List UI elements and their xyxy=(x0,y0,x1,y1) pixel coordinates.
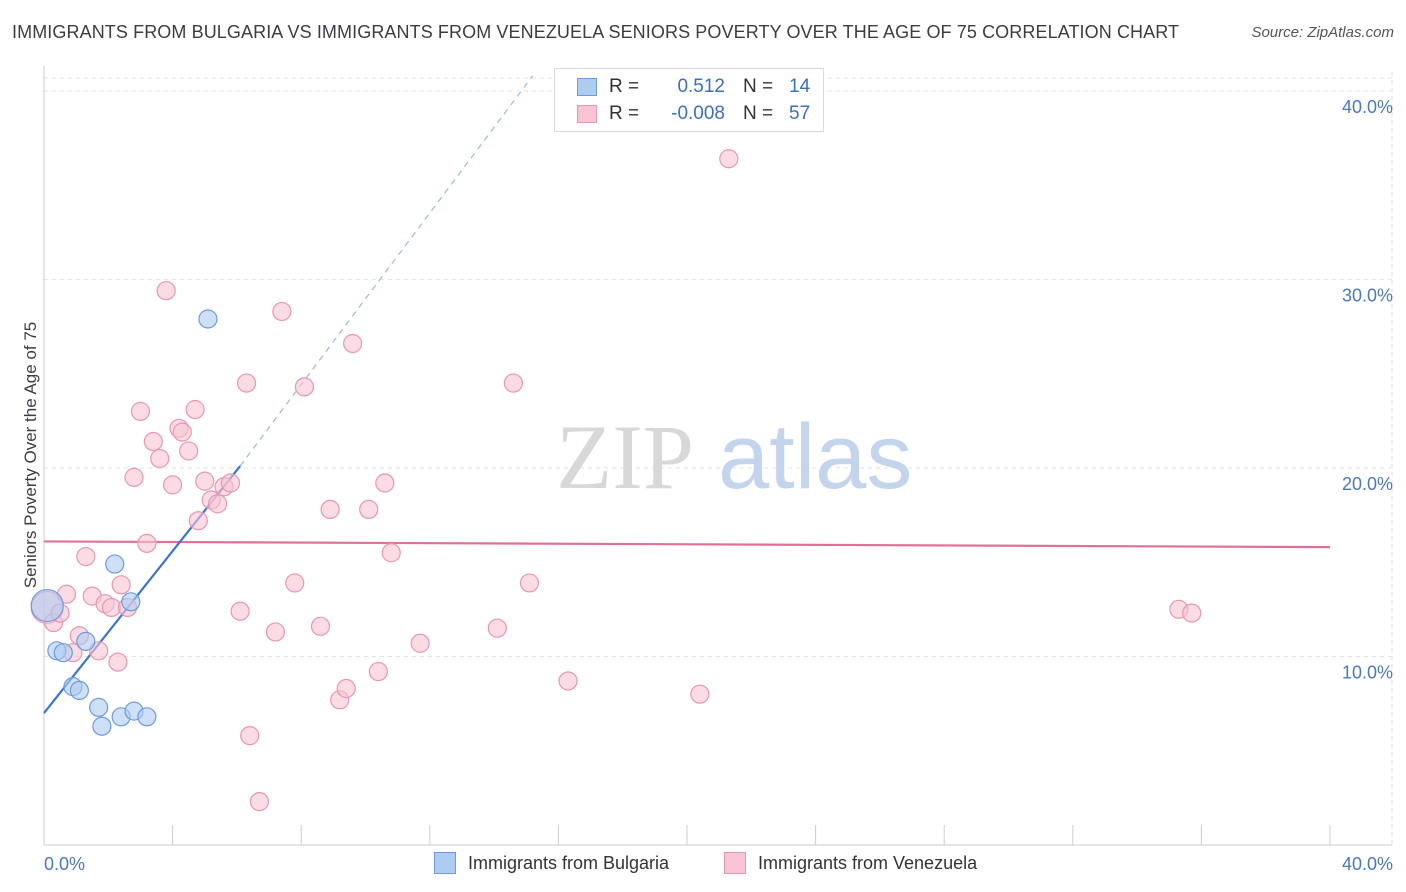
venezuela-point xyxy=(89,641,109,661)
watermark: ZIP atlas xyxy=(556,406,912,508)
venezuela-point xyxy=(1182,603,1202,623)
venezuela-point xyxy=(150,448,170,469)
bulgaria-point xyxy=(76,631,96,651)
venezuela-point xyxy=(320,499,340,520)
venezuela-point xyxy=(188,511,208,531)
venezuela-point xyxy=(368,661,388,682)
legend-row-bulgaria: R = 0.512 N = 14 xyxy=(577,74,810,100)
bulgaria-n-value: 14 xyxy=(789,76,811,97)
bulgaria-swatch xyxy=(577,78,597,96)
correlation-legend: R = 0.512 N = 14 R = -0.008 N = 57 xyxy=(554,68,824,132)
venezuela-point xyxy=(265,622,286,642)
venezuela-point xyxy=(294,377,315,397)
bulgaria-point xyxy=(53,643,73,663)
venezuela-r-value: -0.008 xyxy=(671,103,725,124)
venezuela-point xyxy=(410,633,430,653)
venezuela-point xyxy=(519,573,540,593)
venezuela-point xyxy=(156,281,176,301)
source-credit: Source: ZipAtlas.com xyxy=(1251,24,1394,41)
legend-item-bulgaria[interactable]: Immigrants from Bulgaria xyxy=(434,852,669,874)
bulgaria-r-value: 0.512 xyxy=(677,76,725,97)
venezuela-legend-label: Immigrants from Venezuela xyxy=(758,852,978,873)
bulgaria-point xyxy=(198,309,218,329)
bulgaria-n-label: N = xyxy=(743,76,774,97)
bulgaria-legend-swatch xyxy=(434,852,456,874)
y-tick-label: 30.0% xyxy=(1342,285,1393,305)
venezuela-point xyxy=(719,149,739,169)
venezuela-point xyxy=(76,546,96,567)
venezuela-point xyxy=(343,333,363,354)
venezuela-n-label: N = xyxy=(743,103,774,124)
bulgaria-point xyxy=(89,697,109,717)
bulgaria-point xyxy=(121,592,141,612)
venezuela-points xyxy=(30,149,1202,812)
bulgaria-point xyxy=(105,554,125,574)
venezuela-point xyxy=(137,533,157,553)
venezuela-r-label: R = xyxy=(609,103,640,124)
venezuela-point xyxy=(220,473,241,493)
venezuela-point xyxy=(285,573,305,593)
venezuela-point xyxy=(240,726,260,746)
venezuela-point xyxy=(503,373,523,393)
venezuela-n-value: 57 xyxy=(789,103,811,124)
tick-labels: 10.0% 20.0% 30.0% 40.0% 0.0% 40.0% xyxy=(44,97,1393,874)
venezuela-point xyxy=(272,301,292,322)
venezuela-point xyxy=(111,575,131,595)
grid-lines xyxy=(44,72,1393,845)
bulgaria-point xyxy=(69,680,89,701)
venezuela-point xyxy=(236,373,257,393)
y-tick-label: 10.0% xyxy=(1342,662,1393,682)
bulgaria-point xyxy=(137,707,157,727)
venezuela-point xyxy=(558,671,578,691)
bulgaria-points xyxy=(30,309,218,736)
x-tick-label: 0.0% xyxy=(44,854,85,874)
venezuela-point xyxy=(336,678,356,699)
venezuela-point xyxy=(179,441,199,461)
bulgaria-r-label: R = xyxy=(609,76,640,97)
y-axis-label: Seniors Poverty Over the Age of 75 xyxy=(21,322,40,588)
venezuela-point xyxy=(359,499,379,520)
bulgaria-point xyxy=(92,716,112,736)
venezuela-point xyxy=(230,601,250,621)
venezuela-point xyxy=(124,467,144,487)
watermark-zip: ZIP xyxy=(556,406,694,508)
bulgaria-legend-label: Immigrants from Bulgaria xyxy=(468,852,670,873)
venezuela-point xyxy=(690,684,710,704)
axes xyxy=(43,66,1392,846)
chart-title: IMMIGRANTS FROM BULGARIA VS IMMIGRANTS F… xyxy=(12,22,1180,42)
y-tick-label: 20.0% xyxy=(1342,474,1393,494)
venezuela-swatch xyxy=(577,105,597,123)
venezuela-point xyxy=(143,431,163,452)
venezuela-point xyxy=(310,616,331,636)
legend-item-venezuela[interactable]: Immigrants from Venezuela xyxy=(724,852,977,874)
venezuela-point xyxy=(163,475,183,495)
venezuela-point xyxy=(195,471,215,491)
venezuela-point xyxy=(130,401,151,421)
bulgaria-trend-extension xyxy=(239,75,534,467)
venezuela-point xyxy=(375,473,395,493)
legend-row-venezuela: R = -0.008 N = 57 xyxy=(577,101,810,127)
venezuela-point xyxy=(108,652,128,672)
y-tick-label: 40.0% xyxy=(1342,97,1393,117)
watermark-atlas: atlas xyxy=(718,406,912,508)
venezuela-point xyxy=(249,792,270,812)
series-legend: Immigrants from Bulgaria Immigrants from… xyxy=(0,852,1406,878)
venezuela-trend-line xyxy=(43,540,1331,549)
venezuela-point xyxy=(172,422,192,442)
venezuela-point xyxy=(487,618,507,638)
bulgaria-point xyxy=(30,588,64,623)
venezuela-point xyxy=(208,494,228,514)
x-tick-label: 40.0% xyxy=(1342,854,1393,874)
venezuela-point xyxy=(185,399,205,420)
venezuela-point xyxy=(101,597,122,618)
venezuela-point xyxy=(381,543,401,563)
venezuela-legend-swatch xyxy=(724,852,746,874)
